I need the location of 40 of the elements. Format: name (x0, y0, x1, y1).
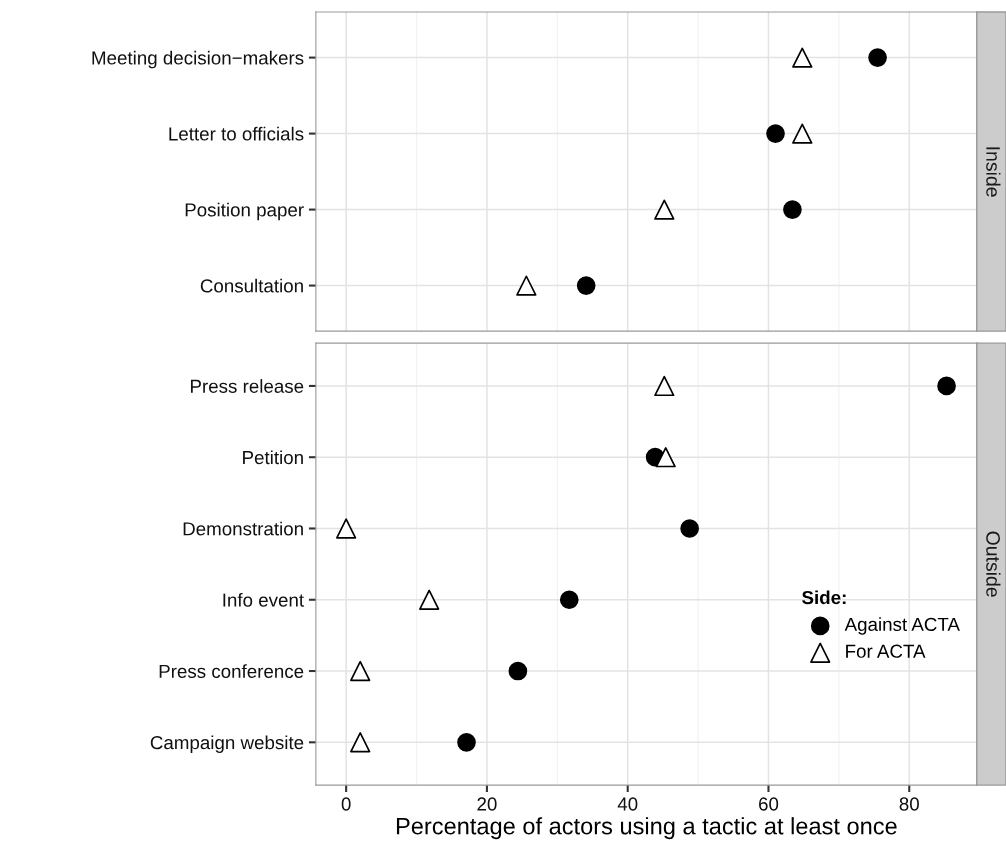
y-tick-label: Demonstration (183, 521, 303, 536)
y-tick-label: Letter to officials (169, 126, 304, 141)
text: Outside (986, 531, 1001, 597)
x-tick-label: 0 (341, 797, 351, 811)
point (654, 199, 675, 220)
point (680, 519, 699, 538)
point (655, 447, 676, 468)
point (654, 375, 675, 397)
point (335, 518, 357, 539)
legend-label: For ACTA (846, 644, 926, 658)
legend-label: Against ACTA (844, 617, 960, 635)
x-axis-title: Percentage of actors using a tactic at least once (396, 817, 897, 840)
point (559, 590, 579, 610)
x-tick-label: 20 (477, 797, 497, 811)
y-tick-label: Info event (223, 592, 304, 607)
y-tick-label: Position paper (185, 202, 304, 221)
point (350, 660, 371, 682)
point (350, 732, 371, 753)
point (508, 661, 528, 681)
point (792, 123, 813, 144)
y-tick-label: Press conference (159, 664, 304, 679)
point (457, 732, 476, 752)
x-tick-label: 60 (759, 797, 779, 811)
legend-title: Side: (802, 590, 846, 605)
point (868, 48, 887, 67)
point (792, 47, 813, 68)
point (783, 200, 802, 219)
x-tick-label: 40 (617, 797, 638, 811)
point (937, 376, 956, 396)
y-tick-label: Consultation (200, 278, 303, 293)
y-tick-label: Meeting decision−makers (92, 50, 304, 69)
y-tick-label: Press release (190, 379, 304, 393)
text: Inside (986, 147, 1001, 197)
y-tick-label: Petition (243, 450, 303, 465)
point (419, 589, 440, 610)
point (766, 124, 785, 143)
x-tick-label: 80 (899, 797, 919, 811)
y-tick-label: Campaign website (150, 735, 304, 753)
point (516, 275, 537, 296)
point (576, 276, 596, 295)
